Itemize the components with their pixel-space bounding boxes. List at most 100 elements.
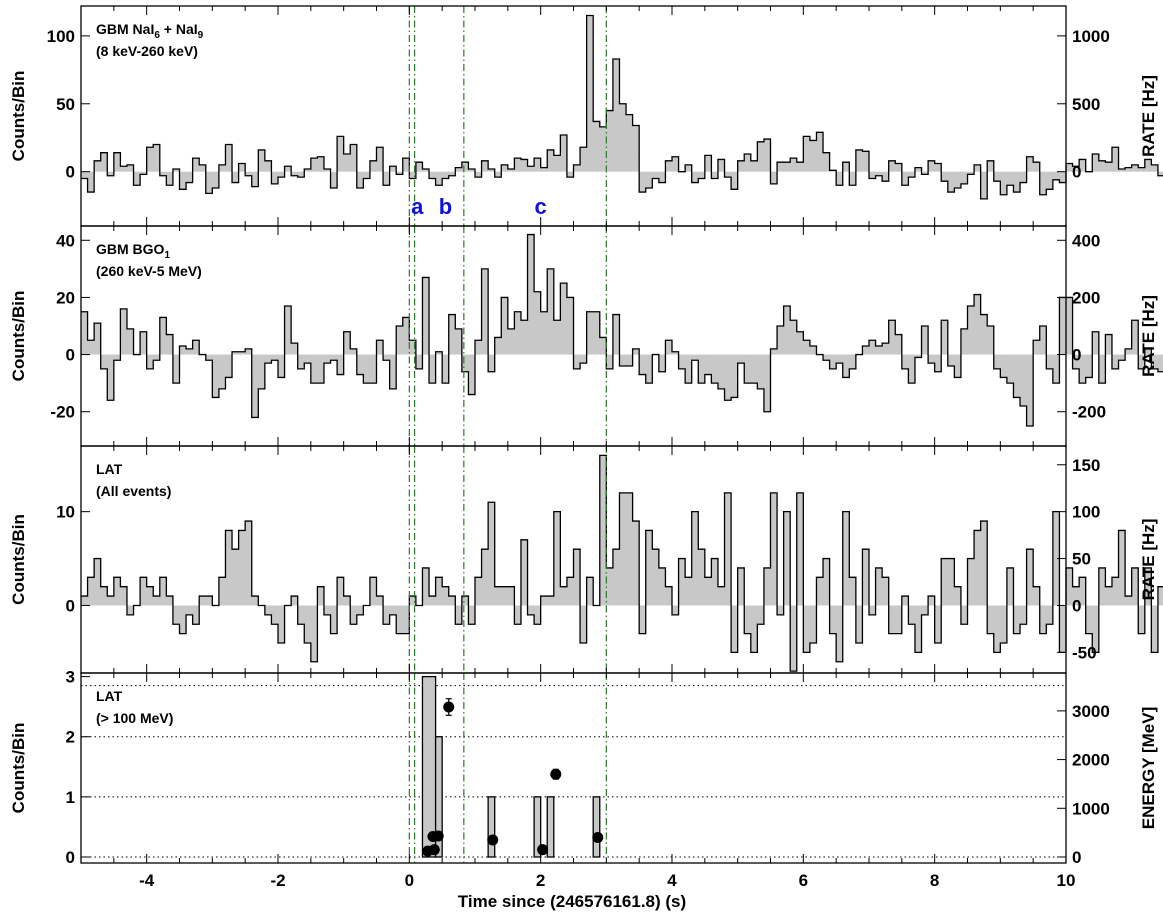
histogram-bar [869, 605, 876, 615]
histogram-bar [632, 521, 640, 606]
histogram-bar [731, 171, 738, 190]
histogram-bar [1098, 354, 1106, 384]
histogram-bar [954, 354, 962, 378]
histogram-bar [566, 171, 574, 178]
histogram-bar [796, 162, 804, 172]
panel-label-line2: (All events) [96, 483, 171, 499]
histogram-bar [626, 354, 633, 366]
histogram-bar [1020, 354, 1027, 406]
histogram-bar [737, 567, 745, 606]
histogram-bar [941, 320, 949, 355]
histogram-bar [520, 539, 528, 606]
histogram-bar [120, 586, 128, 606]
y-tick-label: 100 [47, 27, 75, 46]
y-axis-title: Counts/Bin [9, 514, 28, 605]
histogram-bar [928, 160, 935, 172]
histogram-bar [376, 147, 384, 172]
histogram-bar [1026, 354, 1034, 426]
histogram-bar [126, 605, 134, 615]
histogram-bar [724, 171, 732, 178]
histogram-bar [350, 605, 358, 625]
histogram-bar [836, 605, 844, 662]
histogram-bar [402, 158, 410, 172]
histogram-bar [442, 171, 450, 179]
histogram-bar [744, 154, 752, 172]
histogram-bar [665, 160, 673, 172]
histogram-bar [172, 168, 180, 172]
histogram-bar [1138, 167, 1146, 172]
histogram-bar [1118, 530, 1126, 606]
histogram-bar [264, 354, 272, 364]
histogram-bar [1092, 605, 1100, 653]
histogram-bar [573, 354, 581, 369]
right-y-tick-label: 400 [1072, 231, 1100, 250]
histogram-bar [304, 605, 312, 643]
histogram-bar [901, 596, 909, 606]
histogram-bar [908, 605, 916, 625]
histogram-bar [271, 171, 279, 184]
histogram-bar [120, 166, 128, 172]
panel-label-text: + NaI [160, 21, 198, 37]
histogram-bar [245, 348, 253, 355]
histogram-bar [87, 340, 95, 355]
y-axis-title: Counts/Bin [9, 291, 28, 382]
histogram-bar [153, 354, 161, 361]
histogram-bar [429, 596, 436, 606]
histogram-bar [225, 530, 233, 606]
histogram-bar [153, 596, 161, 606]
histogram-bar [534, 158, 541, 172]
histogram-bar [993, 171, 1001, 182]
panel-label-text: GBM BGO [96, 241, 165, 257]
histogram-bar [553, 511, 561, 606]
histogram-bar [501, 586, 509, 606]
histogram-bar [593, 121, 601, 172]
histogram-bar [166, 171, 174, 186]
histogram-bar [422, 567, 430, 606]
histogram-bar [140, 171, 147, 175]
histogram-bar [553, 320, 561, 355]
histogram-bar [750, 605, 758, 653]
histogram-bar [580, 605, 587, 643]
panel-label-line2: (> 100 MeV) [96, 710, 173, 726]
histogram-bar [258, 149, 266, 172]
histogram-bar [350, 348, 358, 355]
panel-label-line1: GBM BGO1 [96, 241, 170, 261]
x-tick-label: 0 [405, 871, 414, 890]
histogram-bar [796, 331, 804, 355]
right-axis-title: RATE [Hz] [1139, 295, 1158, 377]
histogram-bar [1111, 577, 1119, 606]
histogram-outline [81, 14, 1163, 200]
histogram-bar [455, 328, 463, 355]
histogram-bar [928, 354, 935, 364]
histogram-bar [1072, 166, 1080, 172]
histogram-bar [199, 596, 207, 606]
histogram-bar [421, 675, 437, 858]
right-axis-title: ENERGY [MeV] [1139, 707, 1158, 830]
histogram-bar [317, 156, 325, 172]
x-tick-label: 2 [536, 871, 545, 890]
histogram-bar [737, 160, 745, 172]
histogram-bar [205, 171, 213, 194]
histogram-bar [87, 171, 95, 193]
histogram-bar [1144, 348, 1152, 355]
histogram-bar [271, 354, 279, 361]
panel-label-line2: (8 keV-260 keV) [96, 43, 198, 59]
histogram-bar [645, 171, 653, 188]
histogram-bar [1000, 605, 1008, 643]
histogram-bar [547, 268, 555, 355]
histogram-bar [823, 354, 830, 361]
histogram-bar [947, 171, 955, 193]
histogram-bar [777, 162, 784, 172]
histogram-bar [494, 586, 502, 606]
histogram-bar [172, 354, 180, 384]
histogram-bar [1079, 577, 1086, 606]
histogram-bar [186, 605, 193, 615]
histogram-bar [980, 521, 988, 606]
histogram-bar [731, 605, 738, 653]
histogram-bar [468, 605, 476, 625]
histogram-bar [429, 354, 436, 384]
histogram-bar [1144, 567, 1152, 606]
histogram-bar [1111, 147, 1119, 172]
histogram-bar [928, 596, 935, 606]
histogram-bar [343, 596, 351, 606]
